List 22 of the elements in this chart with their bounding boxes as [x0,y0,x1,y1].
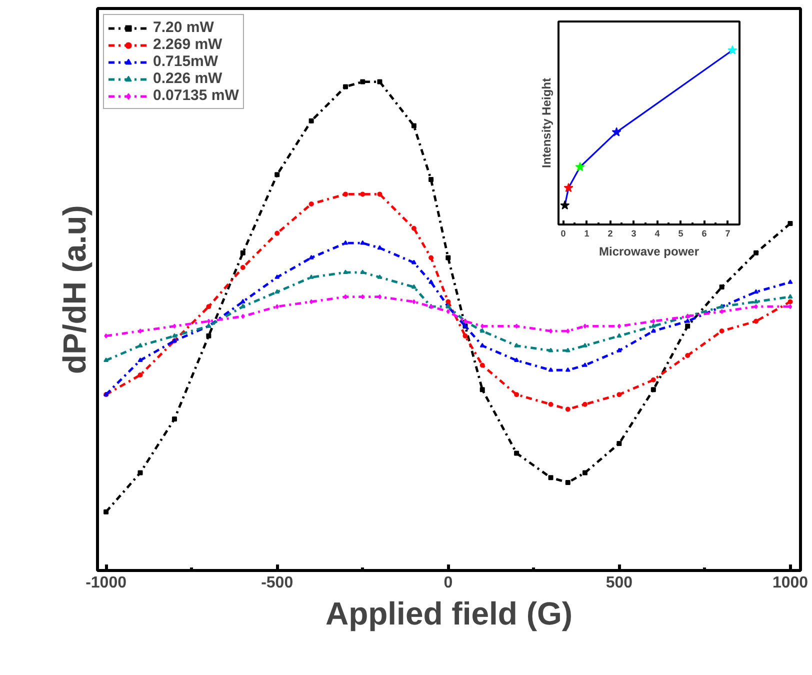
x-tick-label: -1000 [86,574,127,592]
x-tick-label: 0 [444,574,453,592]
legend-label: 0.07135 mW [153,87,239,104]
x-tick-label: 6 [702,228,707,238]
x-tick-label: 4 [654,228,660,238]
x-tick-label: 5 [678,228,684,238]
legend-label: 0.715mW [153,53,218,70]
x-axis-title: Microwave power [598,244,700,258]
legend-label: 0.226 mW [153,70,222,87]
x-tick-label: -500 [261,574,294,592]
y-axis-title: Intensity Height [540,78,554,168]
y-axis-title: dP/dH (a.u) [56,205,92,374]
x-tick-label: 1 [584,228,590,238]
legend-label: 2.269 mW [153,36,222,53]
legend-label: 7.20 mW [153,19,214,36]
x-tick-label: 2 [608,228,613,238]
x-tick-label: 0 [560,228,566,238]
x-tick-label: 3 [631,228,636,238]
x-tick-label: 7 [725,228,730,238]
x-tick-label: 500 [606,574,633,592]
x-tick-label: 1000 [772,574,808,592]
x-axis-title: Applied field (G) [325,596,573,632]
